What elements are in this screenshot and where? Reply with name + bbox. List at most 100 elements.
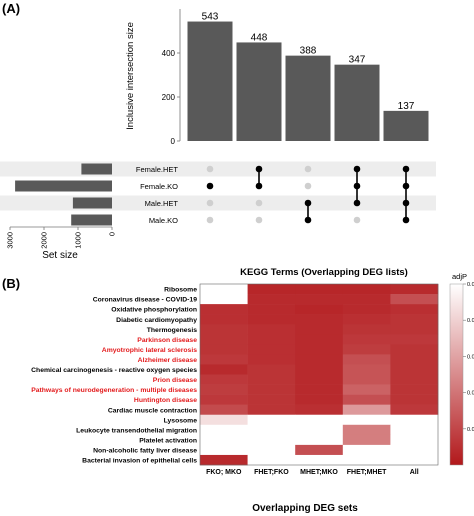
heatmap-cell-empty bbox=[295, 454, 344, 466]
heatmap-cell bbox=[390, 354, 439, 365]
set-size-bar bbox=[15, 180, 113, 192]
upset-dot-on bbox=[353, 165, 361, 173]
legend-title: adjP bbox=[452, 272, 467, 281]
set-size-xlabel: Set size bbox=[42, 250, 78, 261]
upset-dot-on bbox=[255, 182, 263, 190]
set-size-tick-label: 3000 bbox=[6, 232, 15, 249]
heatmap-cell-empty bbox=[247, 424, 296, 436]
heatmap-cell-empty bbox=[247, 414, 296, 426]
heatmap-frame bbox=[199, 283, 439, 466]
upset-dot-off bbox=[304, 165, 312, 173]
heatmap-cell bbox=[342, 434, 391, 446]
heatmap-cell-empty bbox=[342, 414, 391, 426]
upset-bars: 543 448 388 347 137 bbox=[187, 12, 429, 141]
panel-a-label: (A) bbox=[2, 1, 20, 16]
heatmap-cell bbox=[295, 284, 344, 295]
heatmap-column-label: FHET;FKO bbox=[254, 469, 289, 476]
heatmap-row-label: Parkinson disease bbox=[137, 337, 197, 344]
upset-ytick-label: 0 bbox=[171, 137, 176, 146]
heatmap-cell bbox=[295, 304, 344, 315]
heatmap-cell bbox=[247, 284, 296, 295]
heatmap-cell-empty bbox=[200, 434, 248, 446]
heatmap-row-labels: Ribosome Coronavirus disease - COVID-19 Ox… bbox=[31, 287, 197, 465]
heatmap-cell bbox=[295, 354, 344, 365]
upset-bar-label: 388 bbox=[300, 46, 317, 57]
set-size-bar bbox=[72, 197, 112, 209]
heatmap-cell bbox=[200, 384, 248, 395]
set-size-tick-label: 2000 bbox=[40, 232, 49, 249]
upset-row-band bbox=[0, 161, 436, 177]
upset-dot-off bbox=[255, 199, 263, 207]
upset-y-ticks: 0 200 400 bbox=[162, 49, 180, 146]
heatmap-row-label: Non-alcoholic fatty liver disease bbox=[93, 448, 197, 455]
legend-tick-label: 0.03 bbox=[467, 354, 474, 360]
heatmap-row-label: Oxidative phosphorylation bbox=[111, 307, 197, 314]
upset-bar bbox=[285, 55, 331, 141]
heatmap-cell bbox=[295, 444, 344, 456]
upset-dot-on bbox=[402, 216, 410, 224]
heatmap-row-label: Thermogenesis bbox=[147, 327, 197, 334]
heatmap-row-label: Amyotrophic lateral sclerosis bbox=[102, 347, 197, 354]
heatmap-cell-empty bbox=[200, 424, 248, 436]
legend-tick-label: 0.04 bbox=[467, 318, 474, 324]
heatmap-cell bbox=[390, 364, 439, 375]
upset-dot-on bbox=[304, 216, 312, 224]
heatmap-row-label: Bacterial invasion of epithelial cells bbox=[82, 458, 197, 465]
set-size-tick-label: 0 bbox=[108, 232, 117, 236]
upset-dot-on bbox=[255, 165, 263, 173]
heatmap-cell-empty bbox=[295, 424, 344, 436]
heatmap-cell bbox=[295, 374, 344, 385]
heatmap-cell bbox=[342, 354, 391, 365]
heatmap-cell-empty bbox=[390, 414, 439, 426]
heatmap-cell bbox=[247, 304, 296, 315]
heatmap-cell bbox=[390, 394, 439, 405]
heatmap-cell bbox=[247, 294, 296, 305]
heatmap-cell bbox=[247, 394, 296, 405]
heatmap-cell bbox=[200, 354, 248, 365]
heatmap-cell-empty bbox=[390, 454, 439, 466]
upset-set-labels: Female.HET Female.KO Male.HET Male.KO bbox=[136, 165, 179, 225]
heatmap-row-label: Coronavirus disease - COVID-19 bbox=[93, 297, 197, 304]
heatmap-cell bbox=[390, 384, 439, 395]
heatmap-cell bbox=[390, 404, 439, 416]
heatmap-cell bbox=[247, 384, 296, 395]
heatmap-cell bbox=[342, 284, 391, 295]
heatmap-cell bbox=[295, 364, 344, 375]
heatmap-cell bbox=[295, 334, 344, 345]
upset-bar bbox=[187, 21, 233, 141]
heatmap-cell bbox=[247, 404, 296, 416]
heatmap-cell bbox=[200, 404, 248, 416]
upset-bar-label: 347 bbox=[349, 55, 366, 66]
heatmap-cell-empty bbox=[295, 434, 344, 446]
heatmap-cell bbox=[342, 404, 391, 416]
heatmap-cell-empty bbox=[390, 444, 439, 456]
heatmap-cell-empty bbox=[295, 414, 344, 426]
heatmap-cell bbox=[342, 324, 391, 335]
upset-dot-off bbox=[304, 182, 312, 190]
heatmap-cell bbox=[200, 324, 248, 335]
upset-dot-off bbox=[255, 216, 263, 224]
heatmap-row-label: Lysosome bbox=[164, 417, 198, 424]
upset-matrix bbox=[206, 165, 410, 224]
heatmap-cell bbox=[342, 364, 391, 375]
heatmap-cell bbox=[247, 314, 296, 325]
upset-dot-off bbox=[206, 216, 214, 224]
heatmap-cell bbox=[342, 344, 391, 355]
heatmap-cell-empty bbox=[200, 294, 248, 305]
legend-tick-label: 0.02 bbox=[467, 391, 474, 397]
heatmap-cell bbox=[295, 344, 344, 355]
legend-colorbar bbox=[449, 283, 464, 466]
heatmap-cell bbox=[390, 344, 439, 355]
panel-b-label: (B) bbox=[2, 276, 20, 291]
heatmap-cell bbox=[342, 384, 391, 395]
set-size-bars bbox=[15, 163, 113, 226]
legend-tick-label: 0.05 bbox=[467, 282, 474, 288]
upset-bar-label: 543 bbox=[202, 12, 219, 23]
heatmap-cell bbox=[295, 314, 344, 325]
heatmap-cell bbox=[342, 304, 391, 315]
upset-set-label: Male.HET bbox=[145, 199, 179, 208]
heatmap-column-label: All bbox=[410, 469, 419, 476]
set-size-bar bbox=[81, 163, 112, 175]
upset-ytick-label: 400 bbox=[162, 49, 176, 58]
heatmap-cell bbox=[295, 294, 344, 305]
